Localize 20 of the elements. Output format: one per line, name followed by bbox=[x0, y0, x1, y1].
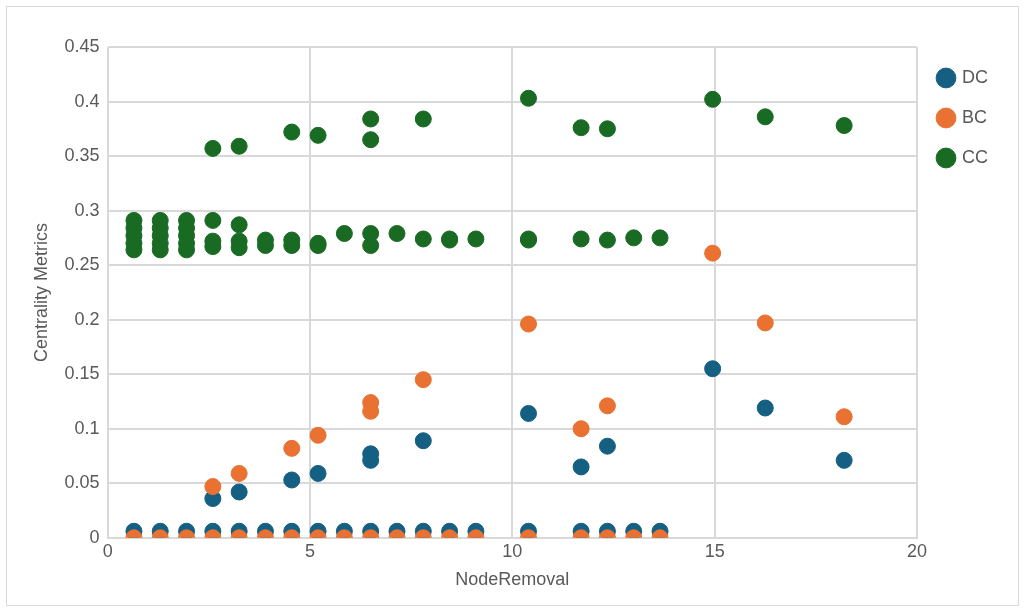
y-tick-label: 0.35 bbox=[64, 145, 100, 166]
y-tick-label: 0.3 bbox=[74, 199, 100, 220]
y-tick-label: 0.4 bbox=[74, 90, 100, 111]
y-axis-title: Centrality Metrics bbox=[30, 222, 51, 362]
legend-label: CC bbox=[962, 146, 988, 167]
y-tick-label: 0.25 bbox=[64, 254, 100, 275]
x-tick-label: 15 bbox=[704, 540, 725, 561]
y-tick-label: 0.45 bbox=[64, 35, 100, 56]
x-axis-title: NodeRemoval bbox=[455, 569, 570, 590]
x-tick-label: 10 bbox=[502, 540, 523, 561]
legend-label: DC bbox=[962, 66, 988, 87]
y-tick-label: 0.2 bbox=[74, 308, 100, 329]
legend-label: BC bbox=[962, 106, 988, 127]
y-tick-label: 0.05 bbox=[64, 472, 100, 493]
x-tick-label: 5 bbox=[304, 540, 315, 561]
y-tick-label: 0.15 bbox=[64, 363, 100, 384]
y-tick-label: 0 bbox=[89, 526, 100, 547]
x-tick-label: 20 bbox=[906, 540, 928, 561]
y-tick-label: 0.1 bbox=[74, 417, 100, 438]
x-tick-label: 0 bbox=[102, 540, 113, 561]
